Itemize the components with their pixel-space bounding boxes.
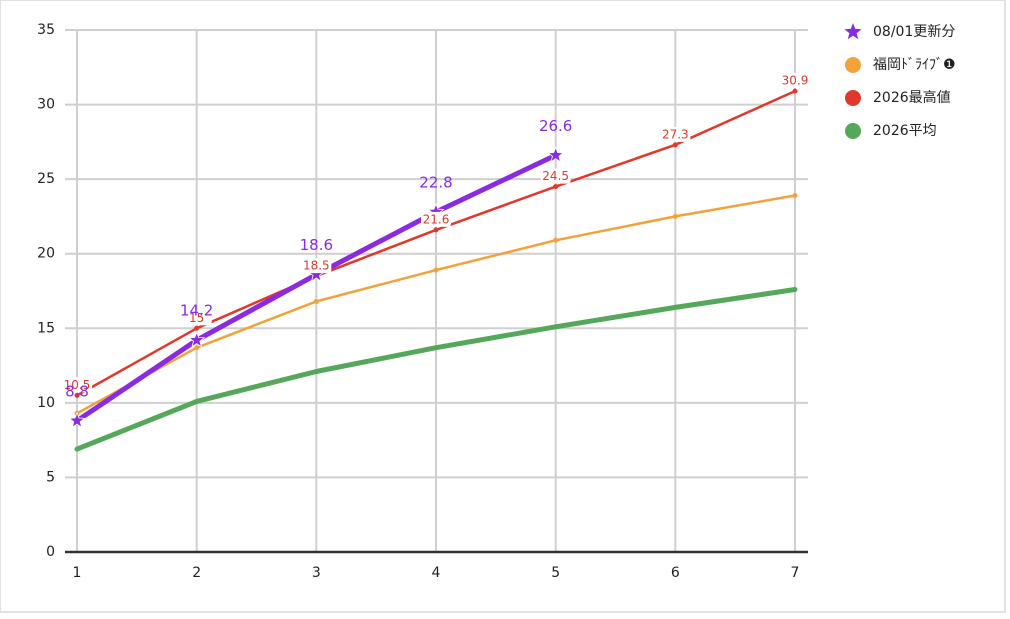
point-marker: [672, 304, 678, 310]
data-label-group: 10.5: [62, 377, 92, 393]
y-tick-label: 25: [37, 171, 55, 187]
point-marker: [68, 411, 86, 429]
point-marker: [74, 446, 80, 452]
x-tick-label: 7: [791, 565, 800, 581]
point-marker: [672, 213, 678, 219]
legend-marker: [845, 57, 861, 73]
data-label: 15: [189, 311, 204, 325]
legend-marker: [844, 23, 862, 40]
y-tick-label: 15: [37, 320, 55, 336]
point-marker: [188, 331, 206, 348]
data-label-bg: [181, 310, 212, 326]
x-tick-label: 2: [192, 565, 201, 581]
point-marker: [194, 325, 200, 331]
data-label-bg: [62, 377, 92, 393]
point-marker: [547, 146, 565, 163]
data-label: 21.6: [423, 212, 450, 226]
legend-marker: [845, 123, 861, 139]
point-marker: [74, 392, 80, 398]
legend-label: 2026平均: [873, 123, 937, 139]
data-label: 24.5: [542, 169, 569, 183]
point-marker: [553, 184, 559, 190]
point-marker: [433, 345, 439, 351]
data-label: 30.9: [782, 74, 809, 88]
data-label: 14.2: [180, 302, 213, 320]
point-marker: [792, 287, 798, 293]
data-label-group: 15: [181, 310, 212, 326]
point-marker: [194, 345, 200, 351]
data-label: 27.3: [662, 127, 689, 141]
y-tick-label: 35: [37, 22, 55, 38]
data-label: 10.5: [64, 378, 91, 392]
point-marker: [792, 193, 798, 199]
data-label-group: 24.5: [540, 168, 571, 184]
legend-marker: [845, 90, 861, 106]
data-label-bg: [660, 126, 691, 142]
x-tick-label: 4: [432, 565, 441, 581]
legend-label: 08/01更新分: [873, 24, 955, 40]
legend-label: 2026最高値: [873, 89, 951, 106]
data-label-bg: [301, 258, 332, 274]
point-marker: [553, 324, 559, 330]
point-marker: [792, 88, 798, 94]
legend-label: 福岡ﾄﾞﾗｲﾌﾞ❶: [873, 57, 956, 73]
data-label-group: 21.6: [421, 211, 451, 227]
data-label: 26.6: [539, 117, 572, 135]
point-marker: [313, 369, 319, 375]
data-label-bg: [421, 211, 451, 227]
data-label: 8.8: [65, 382, 89, 400]
point-marker: [672, 142, 678, 148]
point-marker: [433, 227, 439, 233]
y-tick-label: 10: [37, 395, 55, 411]
data-label: 18.6: [300, 236, 333, 254]
y-tick-label: 0: [46, 544, 55, 560]
point-marker: [313, 298, 319, 304]
y-tick-label: 30: [37, 97, 55, 113]
data-label: 18.5: [303, 259, 330, 273]
x-tick-label: 6: [671, 565, 680, 581]
y-tick-label: 5: [46, 469, 55, 485]
x-tick-label: 5: [551, 565, 560, 581]
x-tick-label: 1: [73, 565, 82, 581]
point-marker: [194, 398, 200, 404]
y-tick-label: 20: [37, 246, 55, 262]
data-label: 22.8: [419, 173, 452, 191]
point-marker: [553, 237, 559, 243]
data-label-group: 27.3: [660, 126, 691, 142]
point-marker: [433, 267, 439, 273]
data-label-bg: [780, 73, 810, 89]
data-label-bg: [540, 168, 571, 184]
x-tick-label: 3: [312, 565, 321, 581]
data-label-group: 18.5: [301, 258, 332, 274]
data-label-group: 30.9: [780, 73, 810, 89]
